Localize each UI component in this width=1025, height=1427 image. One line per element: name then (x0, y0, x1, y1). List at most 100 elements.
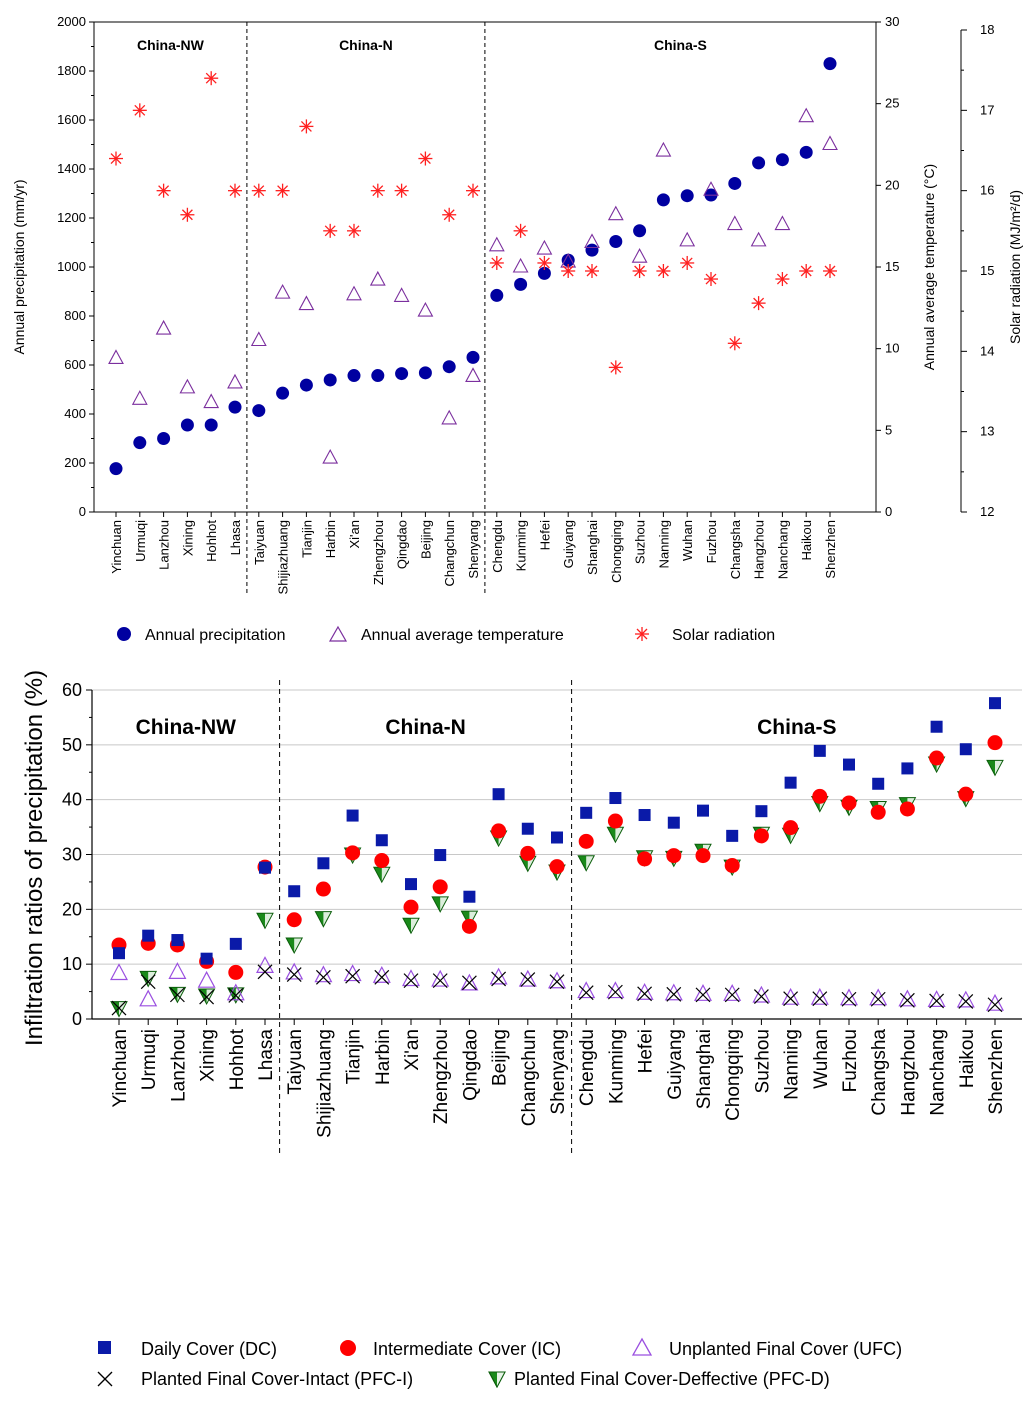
solar-tick-label: 14 (980, 343, 994, 358)
ufc-point-zhengzhou (431, 969, 450, 987)
precip-point-taiyuan (252, 404, 266, 418)
dc-point-shijiazhuang (317, 857, 330, 870)
legend-precip-marker (117, 627, 131, 641)
precip-tick-label: 1800 (57, 63, 86, 78)
ic-point-hangzhou (899, 801, 915, 817)
dc-point-lhasa (259, 861, 271, 874)
legend-temp-marker (328, 625, 348, 642)
solar-point-shenzhen (823, 264, 837, 278)
pfcd-point-qingdao (460, 910, 479, 928)
dc-point-fuzhou (843, 758, 855, 771)
dc-point-xining (200, 952, 213, 965)
bot-city-label-shijiazhuang: Shijiazhuang (314, 1029, 335, 1138)
solar-point-lhasa (228, 183, 242, 198)
bot-city-label-beijing: Beijing (490, 1029, 511, 1086)
ic-point-shenyang (549, 859, 565, 875)
precip-point-nanchang (775, 153, 789, 167)
pfci-point-hangzhou (899, 992, 915, 1008)
precip-point-guiyang (561, 253, 575, 267)
legend-solar-label: Solar radiation (672, 627, 775, 644)
precip-tick-label: 2000 (57, 14, 86, 29)
bot-region-label-china-s: China-S (757, 716, 836, 739)
top-region-label-china-n: China-N (339, 37, 393, 53)
precip-point-lhasa (228, 400, 242, 414)
dc-point-changchun (521, 822, 534, 835)
ic-point-changsha (870, 804, 886, 820)
ufc-point-lanzhou (168, 962, 187, 979)
climate-chart-structure: 0 200 400 600 800 1000 1200 1400 1600 1800 2000 0 5 1… (57, 14, 994, 596)
bot-city-label-changchun: Changchun (519, 1029, 540, 1126)
climate-legend: Annual precipitation Annual average temp… (117, 625, 775, 644)
solar-point-fuzhou (704, 272, 718, 287)
bot-city-label-shenyang: Shenyang (548, 1029, 569, 1115)
dc-point-shanghai (697, 804, 709, 817)
temp-point-urmuqi (131, 390, 148, 405)
temp-tick-label: 0 (885, 504, 892, 519)
ufc-point-urmuqi (139, 989, 158, 1007)
solar-point-urmuqi (132, 103, 147, 118)
precip-point-wuhan (680, 189, 694, 203)
ufc-point-wuhan (810, 987, 829, 1005)
pfci-point-changchun (520, 972, 536, 987)
solar-point-xi-an (347, 223, 361, 238)
ic-point-chongqing (724, 857, 740, 873)
solar-point-shenyang (466, 183, 480, 198)
top-city-label-nanning: Nanning (656, 520, 671, 568)
pfci-point-hefei (637, 986, 653, 1002)
bot-city-label-chongqing: Chongqing (723, 1029, 744, 1121)
pfcd-point-zhengzhou (431, 896, 450, 913)
ic-point-hefei (637, 851, 653, 867)
solar-point-yinchuan (109, 151, 123, 166)
temp-tick-label: 30 (885, 14, 899, 29)
dc-point-tianjin (346, 809, 359, 822)
top-city-label-fuzhou: Fuzhou (704, 520, 719, 563)
pfci-point-nanchang (929, 993, 945, 1009)
top-city-label-yinchuan: Yinchuan (109, 520, 124, 574)
dc-point-chengdu (580, 806, 593, 819)
top-city-label-wuhan: Wuhan (680, 520, 695, 561)
precip-point-hangzhou (752, 156, 766, 170)
bot-city-label-kunming: Kunming (606, 1029, 627, 1104)
dc-point-qingdao (463, 890, 476, 903)
ic-point-nanchang (929, 750, 945, 766)
solar-point-beijing (418, 151, 433, 166)
temp-point-xining (179, 378, 196, 394)
ic-point-zhengzhou (432, 879, 448, 895)
precip-point-changchun (442, 360, 456, 374)
top-city-label-kunming: Kunming (514, 520, 529, 571)
bot-city-label-tianjin: Tianjin (344, 1029, 365, 1084)
ic-point-haikou (958, 786, 974, 802)
solar-point-nanchang (775, 272, 790, 287)
ic-point-shanghai (695, 848, 711, 864)
solar-point-suzhou (632, 264, 647, 278)
pfci-point-qingdao (461, 975, 477, 991)
temp-point-changsha (726, 215, 743, 231)
temp-point-lhasa (227, 373, 243, 389)
top-city-label-hefei: Hefei (537, 520, 552, 550)
top-city-label-shanghai: Shanghai (585, 520, 600, 575)
dc-point-guiyang (667, 816, 680, 829)
legend-pfcd-marker (488, 1371, 506, 1389)
bot-city-label-urmuqi: Urmuqi (139, 1029, 160, 1090)
dc-point-nanning (784, 776, 797, 789)
bot-city-label-nanchang: Nanchang (928, 1029, 949, 1116)
pfci-point-yinchuan (111, 1000, 127, 1016)
solar-point-changchun (442, 207, 457, 222)
top-city-label-chengdu: Chengdu (490, 520, 505, 573)
pfci-point-nanning (783, 991, 799, 1007)
ufc-point-guiyang (664, 983, 683, 1001)
bot-city-label-suzhou: Suzhou (752, 1029, 773, 1093)
solar-tick-label: 17 (980, 102, 994, 117)
dc-point-hefei (638, 809, 651, 822)
legend-dc-marker (98, 1341, 111, 1354)
pfci-point-shenzhen (987, 997, 1003, 1013)
top-city-label-taiyuan: Taiyuan (252, 520, 267, 565)
dc-point-taiyuan (288, 885, 301, 898)
solar-point-hangzhou (751, 296, 766, 311)
bot-city-label-shanghai: Shanghai (694, 1029, 715, 1109)
top-city-label-tianjin: Tianjin (299, 520, 314, 558)
ufc-point-harbin (372, 965, 391, 983)
top-city-label-guiyang: Guiyang (561, 520, 576, 568)
precip-tick-label: 600 (64, 357, 86, 372)
ufc-point-xining (197, 970, 216, 988)
